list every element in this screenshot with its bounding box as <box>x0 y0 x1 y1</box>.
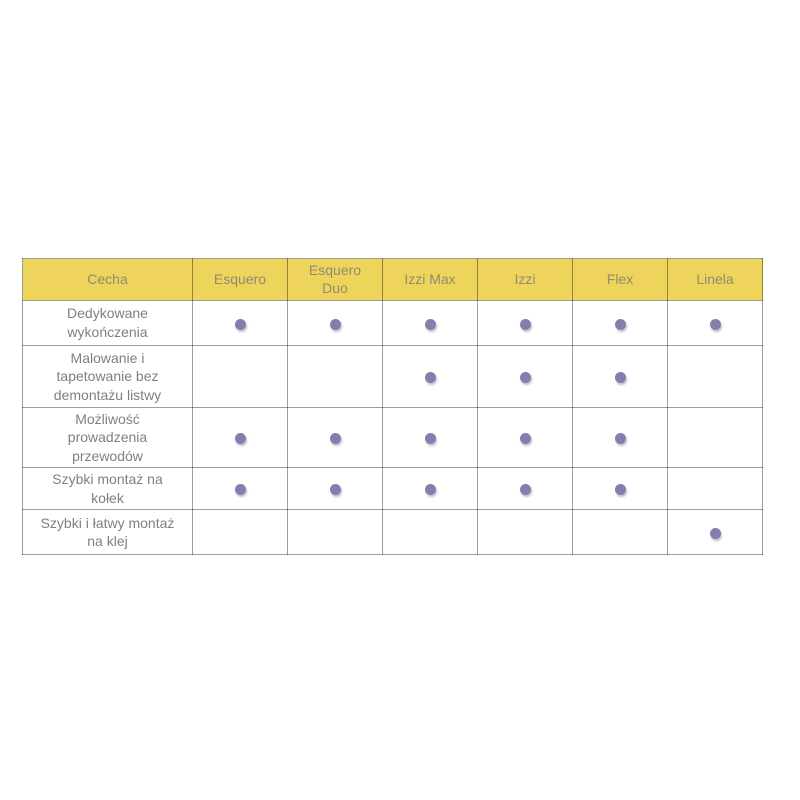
availability-cell <box>572 406 668 469</box>
presence-dot-icon <box>519 318 531 330</box>
availability-cell <box>477 406 573 469</box>
feature-label: Dedykowane wykończenia <box>22 299 193 346</box>
availability-cell <box>382 467 478 511</box>
availability-cell <box>382 406 478 469</box>
table-header: Cecha Esquero Esquero Duo Izzi Max Izzi Flex L… <box>22 258 763 301</box>
presence-dot-icon <box>329 318 341 330</box>
column-header-esquero: Esquero <box>192 258 288 301</box>
column-header-linela: Linela <box>667 258 763 301</box>
feature-label: Możliwość prowadzenia przewodów <box>22 406 193 469</box>
availability-cell <box>192 509 288 556</box>
availability-cell <box>192 344 288 408</box>
presence-dot-icon <box>424 318 436 330</box>
availability-cell <box>477 299 573 346</box>
feature-row: Szybki i łatwy montaż na klej <box>22 509 763 556</box>
presence-dot-icon <box>614 433 626 445</box>
availability-cell <box>287 509 383 556</box>
presence-dot-icon <box>614 484 626 496</box>
availability-cell <box>477 467 573 511</box>
feature-comparison-table: Cecha Esquero Esquero Duo Izzi Max Izzi Flex L… <box>22 258 763 556</box>
column-header-izzi-max: Izzi Max <box>382 258 478 301</box>
feature-row: Możliwość prowadzenia przewodów <box>22 406 763 469</box>
presence-dot-icon <box>519 433 531 445</box>
column-header-esquero-duo: Esquero Duo <box>287 258 383 301</box>
column-header-flex: Flex <box>572 258 668 301</box>
presence-dot-icon <box>424 484 436 496</box>
presence-dot-icon <box>519 372 531 383</box>
presence-dot-icon <box>709 318 721 330</box>
table-body: Dedykowane wykończenia Malowanie i tapeto… <box>22 299 763 556</box>
availability-cell <box>287 299 383 346</box>
column-header-cecha: Cecha <box>22 258 193 301</box>
availability-cell <box>382 299 478 346</box>
availability-cell <box>287 344 383 408</box>
availability-cell <box>667 467 763 511</box>
availability-cell <box>192 406 288 469</box>
presence-dot-icon <box>614 372 626 383</box>
availability-cell <box>287 406 383 469</box>
column-header-izzi: Izzi <box>477 258 573 301</box>
presence-dot-icon <box>329 484 341 496</box>
feature-row: Malowanie i tapetowanie bez demontażu li… <box>22 344 763 408</box>
availability-cell <box>287 467 383 511</box>
availability-cell <box>382 344 478 408</box>
availability-cell <box>572 509 668 556</box>
availability-cell <box>192 467 288 511</box>
presence-dot-icon <box>519 484 531 496</box>
availability-cell <box>192 299 288 346</box>
header-row: Cecha Esquero Esquero Duo Izzi Max Izzi Flex L… <box>22 258 763 301</box>
feature-label: Szybki montaż na kołek <box>22 467 193 511</box>
availability-cell <box>572 467 668 511</box>
presence-dot-icon <box>234 433 246 445</box>
presence-dot-icon <box>234 484 246 496</box>
availability-cell <box>382 509 478 556</box>
presence-dot-icon <box>614 318 626 330</box>
availability-cell <box>572 299 668 346</box>
availability-cell <box>667 509 763 556</box>
feature-row: Szybki montaż na kołek <box>22 467 763 511</box>
availability-cell <box>477 344 573 408</box>
feature-row: Dedykowane wykończenia <box>22 299 763 346</box>
presence-dot-icon <box>424 433 436 445</box>
feature-label: Szybki i łatwy montaż na klej <box>22 509 193 556</box>
presence-dot-icon <box>234 318 246 330</box>
presence-dot-icon <box>424 372 436 383</box>
availability-cell <box>572 344 668 408</box>
availability-cell <box>667 406 763 469</box>
availability-cell <box>667 299 763 346</box>
presence-dot-icon <box>709 527 721 539</box>
feature-label: Malowanie i tapetowanie bez demontażu li… <box>22 344 193 408</box>
availability-cell <box>667 344 763 408</box>
presence-dot-icon <box>329 433 341 445</box>
availability-cell <box>477 509 573 556</box>
